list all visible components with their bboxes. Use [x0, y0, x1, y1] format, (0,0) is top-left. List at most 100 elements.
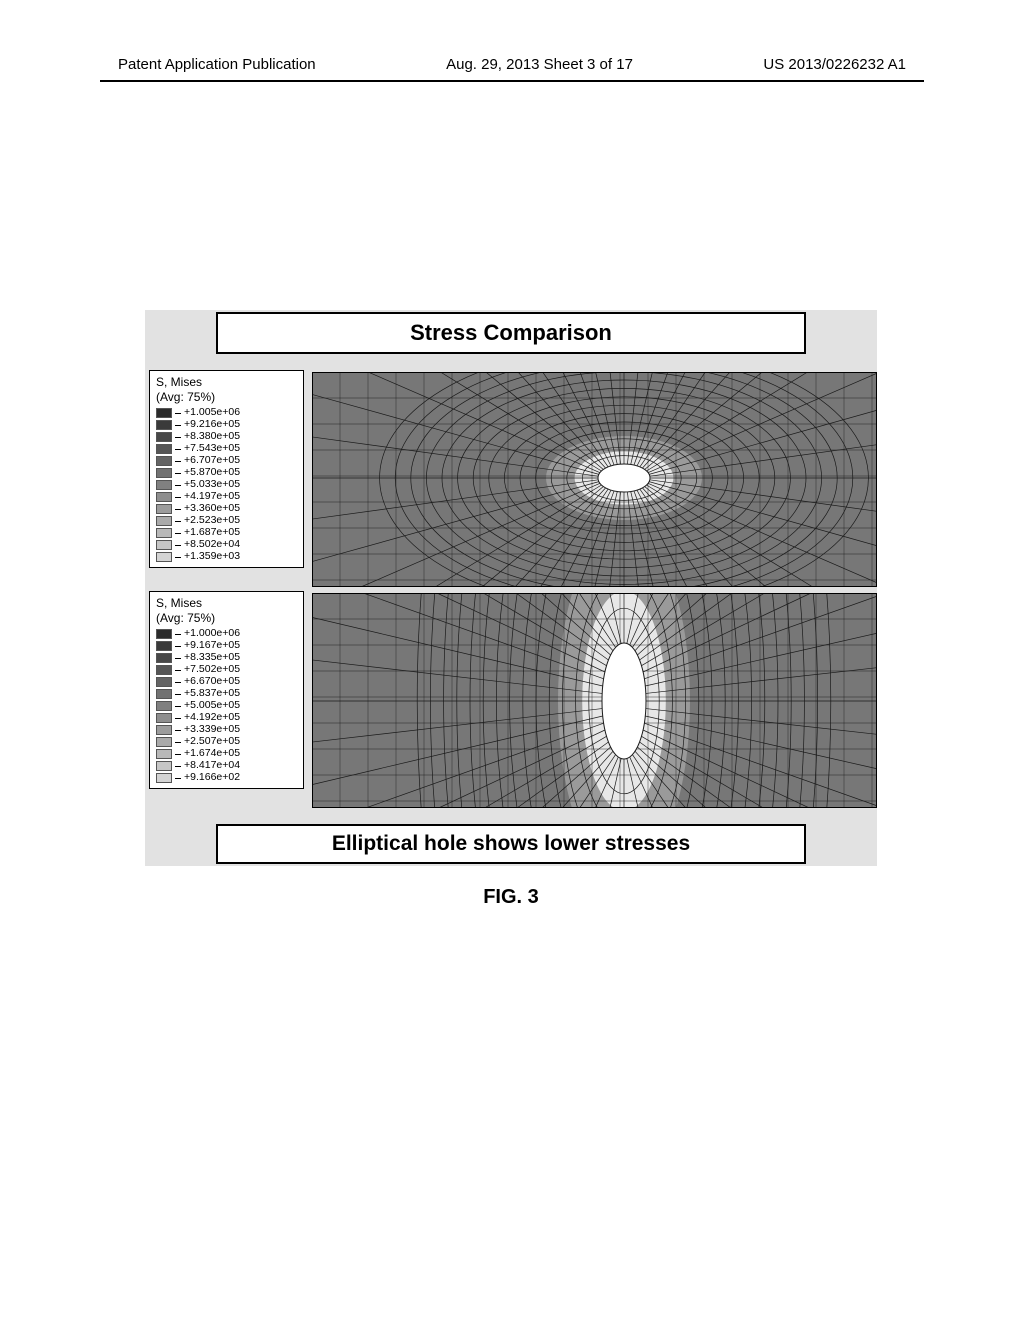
figure-caption-frame: Elliptical hole shows lower stresses [216, 824, 806, 864]
legend-tick [175, 718, 181, 719]
legend-row: +7.543e+05 [156, 443, 297, 455]
legend-tick [175, 485, 181, 486]
header-left: Patent Application Publication [118, 56, 316, 73]
legend-swatch [156, 677, 172, 687]
legend-swatch [156, 641, 172, 651]
legend-row: +8.417e+04 [156, 760, 297, 772]
legend-tick [175, 557, 181, 558]
legend-row: +5.033e+05 [156, 479, 297, 491]
legend-row: +5.837e+05 [156, 688, 297, 700]
legend-row: +4.192e+05 [156, 712, 297, 724]
legend-bottom: S, Mises (Avg: 75%) +1.000e+06+9.167e+05… [149, 591, 304, 789]
legend-top-rows: +1.005e+06+9.216e+05+8.380e+05+7.543e+05… [156, 407, 297, 563]
legend-tick [175, 766, 181, 767]
legend-row: +6.707e+05 [156, 455, 297, 467]
legend-row: +1.000e+06 [156, 628, 297, 640]
legend-tick [175, 694, 181, 695]
legend-row: +6.670e+05 [156, 676, 297, 688]
legend-swatch [156, 432, 172, 442]
legend-tick [175, 425, 181, 426]
legend-tick [175, 521, 181, 522]
legend-tick [175, 497, 181, 498]
figure-caption: Elliptical hole shows lower stresses [332, 832, 690, 855]
legend-swatch [156, 480, 172, 490]
legend-swatch [156, 653, 172, 663]
legend-row: +9.167e+05 [156, 640, 297, 652]
legend-bottom-title1: S, Mises [156, 596, 297, 611]
legend-bottom-title2: (Avg: 75%) [156, 611, 297, 626]
legend-swatch [156, 689, 172, 699]
legend-tick [175, 545, 181, 546]
mesh-plot-bottom [312, 593, 877, 808]
legend-swatch [156, 773, 172, 783]
legend-swatch [156, 468, 172, 478]
legend-swatch [156, 552, 172, 562]
legend-row: +3.339e+05 [156, 724, 297, 736]
legend-tick [175, 754, 181, 755]
figure-title: Stress Comparison [410, 320, 612, 345]
legend-swatch [156, 749, 172, 759]
legend-row: +9.216e+05 [156, 419, 297, 431]
panels-background: Stress Comparison S, Mises (Avg: 75%) +1… [145, 310, 877, 866]
figure-title-frame: Stress Comparison [216, 312, 806, 354]
legend-row: +1.359e+03 [156, 551, 297, 563]
legend-swatch [156, 528, 172, 538]
figure-area: Stress Comparison S, Mises (Avg: 75%) +1… [145, 310, 877, 909]
legend-tick [175, 509, 181, 510]
legend-tick [175, 670, 181, 671]
legend-top-title1: S, Mises [156, 375, 297, 390]
legend-swatch [156, 713, 172, 723]
legend-tick [175, 413, 181, 414]
legend-value: +1.359e+03 [184, 550, 240, 563]
legend-row: +2.523e+05 [156, 515, 297, 527]
panel-top: S, Mises (Avg: 75%) +1.005e+06+9.216e+05… [145, 372, 877, 587]
panel-bottom: S, Mises (Avg: 75%) +1.000e+06+9.167e+05… [145, 593, 877, 808]
legend-row: +9.166e+02 [156, 772, 297, 784]
legend-row: +2.507e+05 [156, 736, 297, 748]
legend-bottom-rows: +1.000e+06+9.167e+05+8.335e+05+7.502e+05… [156, 628, 297, 784]
legend-tick [175, 461, 181, 462]
legend-tick [175, 742, 181, 743]
legend-swatch [156, 408, 172, 418]
legend-swatch [156, 420, 172, 430]
legend-swatch [156, 725, 172, 735]
legend-row: +3.360e+05 [156, 503, 297, 515]
mesh-plot-top [312, 372, 877, 587]
legend-swatch [156, 492, 172, 502]
legend-swatch [156, 516, 172, 526]
legend-row: +1.687e+05 [156, 527, 297, 539]
legend-tick [175, 682, 181, 683]
legend-top-title2: (Avg: 75%) [156, 390, 297, 405]
header-center: Aug. 29, 2013 Sheet 3 of 17 [446, 56, 633, 73]
legend-value: +9.166e+02 [184, 771, 240, 784]
page-header: Patent Application Publication Aug. 29, … [0, 56, 1024, 73]
legend-tick [175, 778, 181, 779]
legend-tick [175, 634, 181, 635]
legend-swatch [156, 456, 172, 466]
legend-row: +7.502e+05 [156, 664, 297, 676]
legend-swatch [156, 665, 172, 675]
legend-tick [175, 437, 181, 438]
legend-swatch [156, 540, 172, 550]
header-rule [100, 80, 924, 82]
legend-swatch [156, 504, 172, 514]
legend-swatch [156, 629, 172, 639]
legend-tick [175, 449, 181, 450]
legend-row: +4.197e+05 [156, 491, 297, 503]
legend-swatch [156, 444, 172, 454]
legend-swatch [156, 701, 172, 711]
legend-swatch [156, 761, 172, 771]
header-right: US 2013/0226232 A1 [763, 56, 906, 73]
legend-tick [175, 533, 181, 534]
legend-row: +1.674e+05 [156, 748, 297, 760]
legend-row: +1.005e+06 [156, 407, 297, 419]
legend-row: +8.380e+05 [156, 431, 297, 443]
legend-tick [175, 473, 181, 474]
legend-tick [175, 706, 181, 707]
legend-tick [175, 658, 181, 659]
legend-swatch [156, 737, 172, 747]
legend-row: +8.335e+05 [156, 652, 297, 664]
legend-row: +5.870e+05 [156, 467, 297, 479]
figure-label: FIG. 3 [145, 886, 877, 909]
legend-row: +5.005e+05 [156, 700, 297, 712]
